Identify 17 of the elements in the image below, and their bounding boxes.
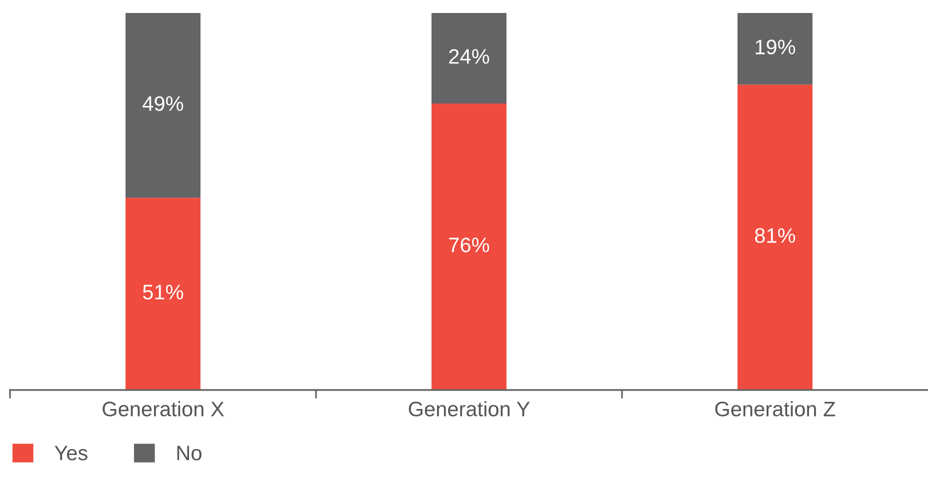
bar	[126, 198, 200, 390]
data-label: 76%	[449, 238, 490, 252]
data-label: 19%	[756, 40, 796, 54]
bar	[432, 103, 506, 390]
x-tick-label: Generation X	[102, 401, 224, 416]
data-label: 49%	[142, 96, 184, 111]
bar	[738, 13, 812, 85]
legend-label: Yes	[54, 446, 88, 460]
x-tick-label: Generation Y	[408, 401, 530, 416]
data-label: 81%	[755, 228, 796, 243]
x-tick-label: Generation Z	[715, 401, 836, 416]
bar	[126, 13, 200, 198]
data-label: 51%	[142, 284, 184, 300]
bar	[738, 84, 812, 390]
legend-label: No	[177, 446, 202, 460]
data-label: 24%	[449, 49, 490, 64]
bar	[432, 13, 506, 104]
